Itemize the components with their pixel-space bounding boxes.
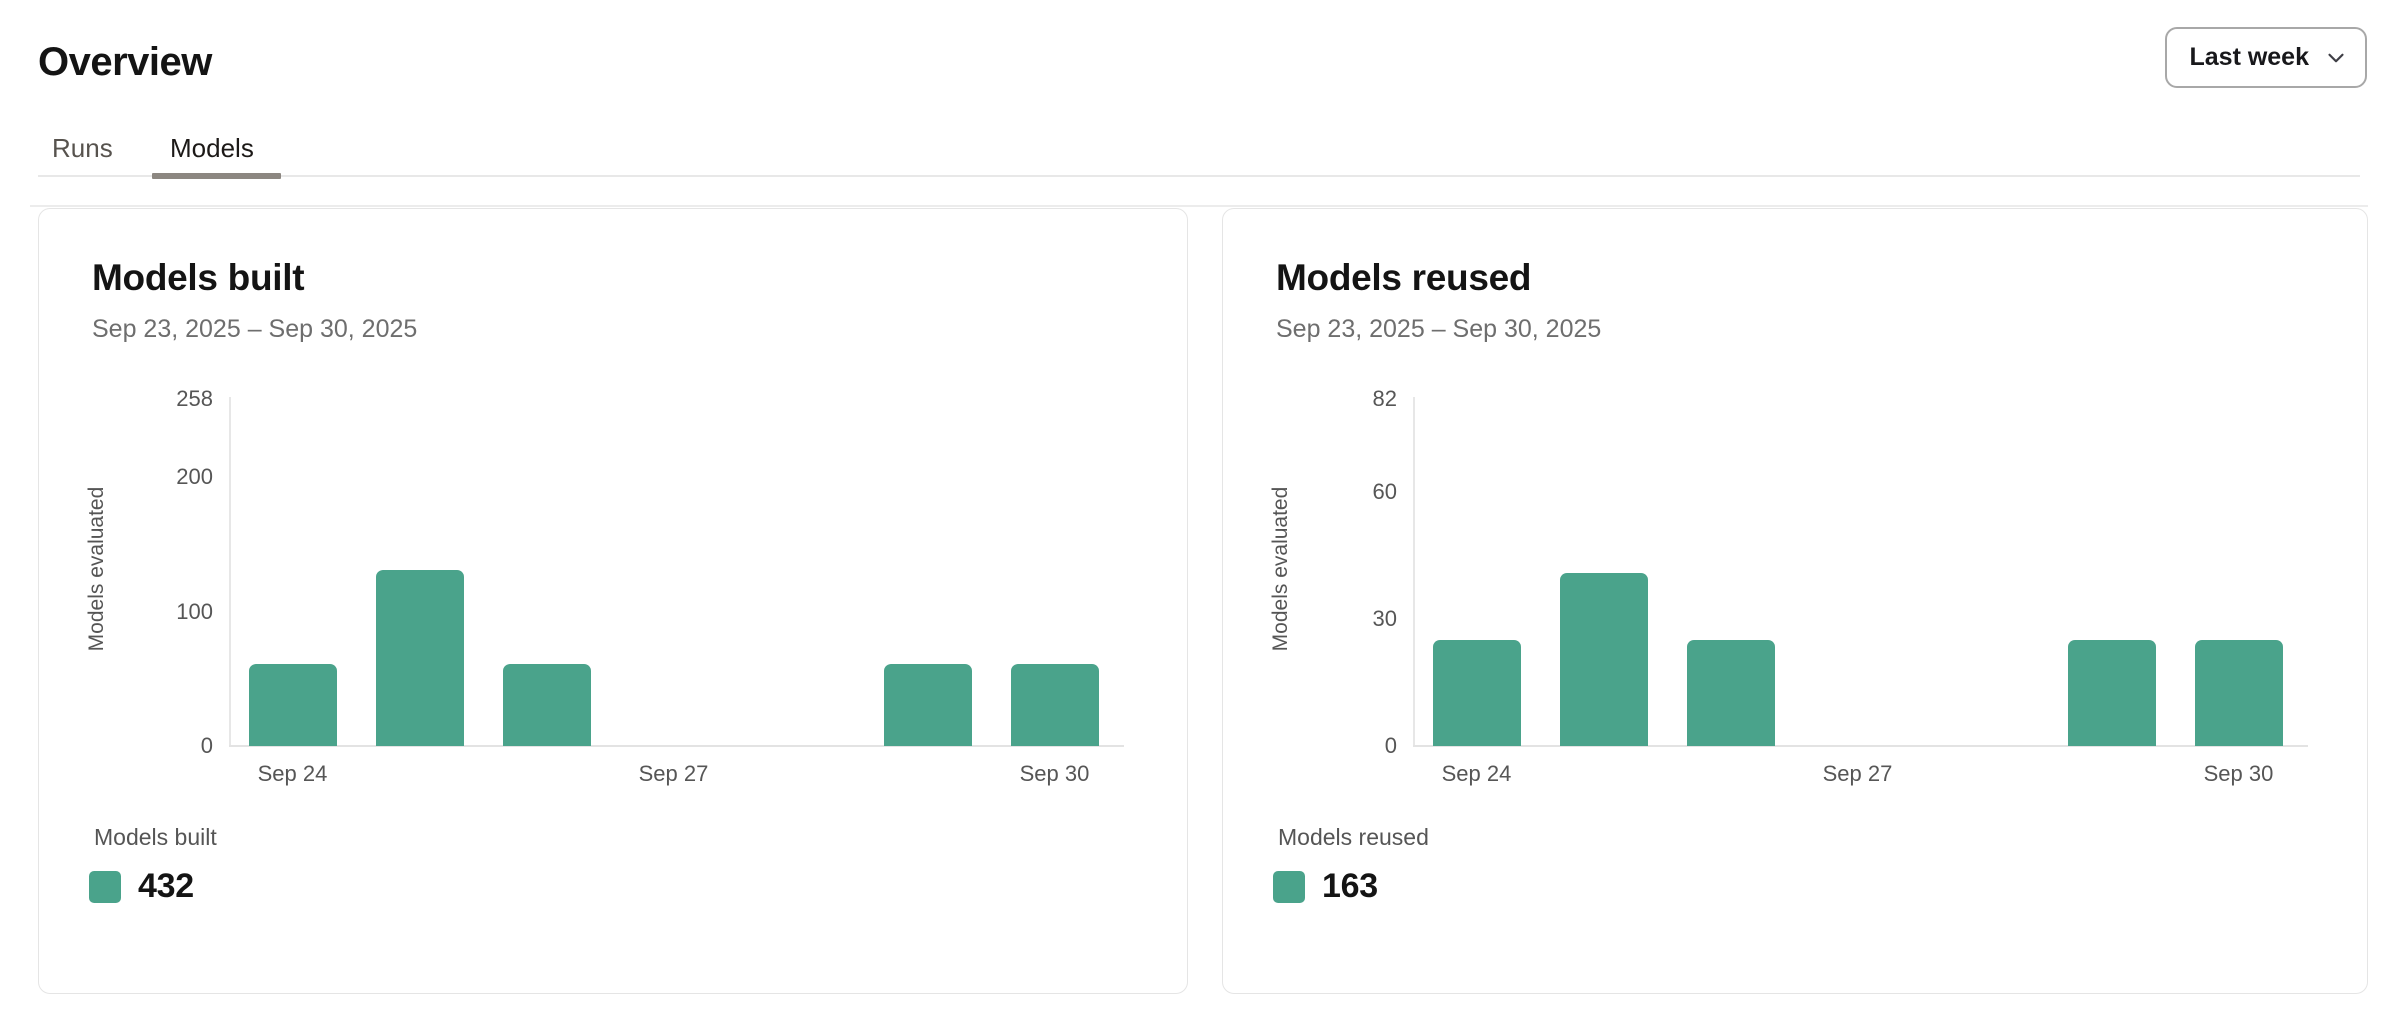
bar-sep-29[interactable] (2067, 640, 2156, 746)
card-title: Models built (92, 257, 305, 298)
x-axis-line (229, 745, 1124, 747)
active-tab-underline (152, 173, 281, 179)
y-axis-title: Models evaluated (1269, 486, 1292, 652)
date-range-dropdown-label: Last week (2189, 43, 2309, 71)
legend-total-value: 163 (1322, 867, 1378, 905)
legend-series-label: Models built (94, 824, 217, 850)
x-axis-tick-label: Sep 30 (1019, 761, 1090, 786)
chevron-down-icon (2323, 45, 2349, 71)
y-axis-tick-label: 258 (176, 386, 213, 411)
bar-sep-25[interactable] (375, 569, 464, 746)
bar-sep-24[interactable] (248, 663, 337, 746)
bar-sep-26[interactable] (502, 663, 591, 746)
card-date-range: Sep 23, 2025 – Sep 30, 2025 (92, 315, 418, 343)
card-date-range: Sep 23, 2025 – Sep 30, 2025 (1276, 315, 1602, 343)
y-axis-line (229, 397, 231, 747)
models-reused-chart: Models evaluated 0 30 60 82 Sep 24 Sep 27 Sep … (1223, 209, 2367, 993)
header-divider (30, 205, 2368, 207)
legend-swatch (1273, 870, 1305, 903)
legend-series-label: Models reused (1278, 824, 1429, 850)
y-axis-line (1413, 397, 1415, 747)
y-axis-tick-label: 0 (1384, 733, 1397, 758)
y-axis-tick-label: 0 (200, 733, 213, 758)
bar-sep-26[interactable] (1686, 640, 1775, 746)
y-axis-tick-label: 30 (1372, 606, 1397, 632)
y-axis-tick-label: 82 (1372, 386, 1397, 411)
x-axis-tick-label: Sep 27 (1822, 761, 1893, 786)
models-reused-card: Models reused Sep 23, 2025 – Sep 30, 202… (1222, 208, 2368, 994)
page-title: Overview (38, 40, 212, 84)
bar-sep-30[interactable] (2194, 640, 2283, 746)
y-axis-title: Models evaluated (85, 486, 108, 652)
y-axis-tick-label: 100 (176, 598, 213, 624)
models-built-chart: Models evaluated 0 100 200 258 Sep 24 Sep 27 S… (39, 209, 1187, 993)
tabbar-bottom-border (38, 175, 2360, 177)
legend-row: 163 (1273, 867, 1378, 906)
bar-sep-30[interactable] (1010, 663, 1099, 746)
x-axis-tick-label: Sep 30 (2203, 761, 2274, 786)
date-range-dropdown[interactable]: Last week (2165, 27, 2367, 88)
tab-runs[interactable]: Runs (52, 133, 113, 163)
bar-sep-25[interactable] (1559, 572, 1648, 746)
x-axis-line (1413, 745, 2308, 747)
card-title: Models reused (1276, 257, 1532, 298)
x-axis-tick-label: Sep 24 (257, 761, 328, 786)
bar-sep-24[interactable] (1432, 640, 1521, 746)
x-axis-tick-label: Sep 27 (638, 761, 709, 786)
tab-models[interactable]: Models (170, 133, 254, 163)
y-axis-tick-label: 200 (176, 464, 213, 489)
models-built-card: Models built Sep 23, 2025 – Sep 30, 2025… (38, 208, 1188, 994)
legend-swatch (89, 870, 121, 903)
y-axis-tick-label: 60 (1372, 479, 1397, 505)
bar-sep-29[interactable] (883, 663, 972, 746)
x-axis-tick-label: Sep 24 (1441, 761, 1512, 786)
legend-total-value: 432 (138, 867, 194, 905)
legend-row: 432 (89, 867, 194, 906)
